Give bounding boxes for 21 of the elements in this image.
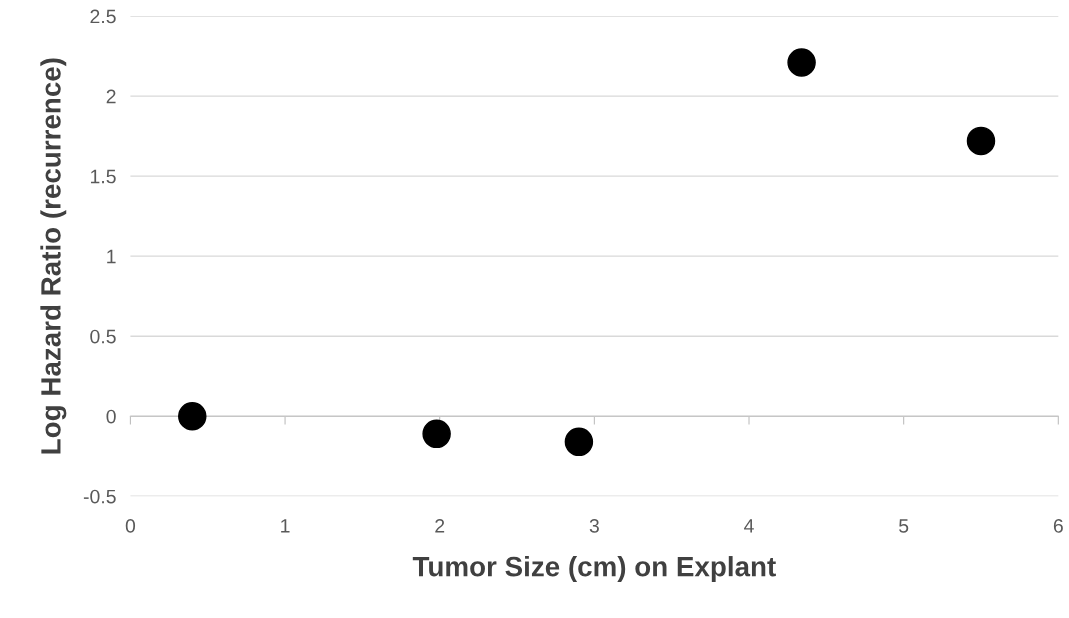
x-tick-label: 5 bbox=[899, 519, 909, 533]
y-tick-label: 1 bbox=[107, 249, 116, 264]
y-tick-label: 0 bbox=[106, 409, 116, 424]
point bbox=[966, 126, 996, 156]
x-tick-label: 4 bbox=[744, 519, 754, 533]
point bbox=[422, 419, 451, 449]
point bbox=[178, 401, 207, 431]
x-tick-label: 0 bbox=[125, 518, 136, 533]
x-tick-label: 2 bbox=[435, 518, 445, 533]
x-axis-title: Tumor Size (cm) on Explant bbox=[412, 556, 776, 582]
y-tick-label: 2 bbox=[106, 89, 116, 104]
x-tick-label: 1 bbox=[281, 519, 290, 533]
point bbox=[564, 427, 594, 457]
x-tick-label: 6 bbox=[1053, 518, 1063, 533]
y-tick-label: 0.5 bbox=[90, 329, 116, 344]
y-tick-label: 1.5 bbox=[90, 169, 116, 184]
x-tick-label: 3 bbox=[589, 518, 599, 533]
point bbox=[787, 48, 816, 77]
y-tick-label: -0.5 bbox=[83, 489, 116, 504]
y-axis-title: Log Hazard Ratio (recurrence) bbox=[40, 58, 67, 454]
y-tick-label: 2.5 bbox=[90, 9, 116, 24]
